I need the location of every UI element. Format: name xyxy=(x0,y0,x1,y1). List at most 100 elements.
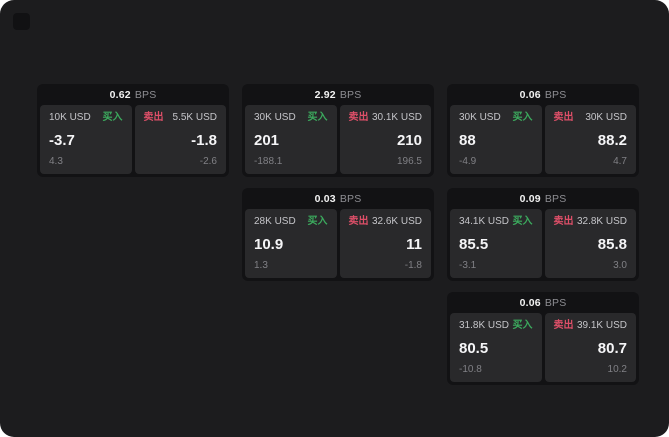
quote-card: 0.06 BPS 31.8K USD 买入 80.5 -10.8 卖出 39.1… xyxy=(447,292,639,385)
sell-panel-top: 卖出 30.1K USD xyxy=(349,112,423,124)
bps-unit-label: BPS xyxy=(339,192,362,205)
sell-amount-label: 32.8K USD xyxy=(576,216,627,227)
buy-sub-value: -10.8 xyxy=(459,364,482,375)
sell-sub-value: -1.8 xyxy=(404,260,422,271)
bps-value: 2.92 xyxy=(314,88,336,101)
sell-sub-value: 4.7 xyxy=(613,156,627,167)
buy-amount-label: 31.8K USD xyxy=(459,320,510,331)
sell-amount-label: 39.1K USD xyxy=(576,320,627,331)
sell-side-label: 卖出 xyxy=(553,216,574,227)
sell-sub-value: -2.6 xyxy=(199,156,217,167)
sell-panel[interactable]: 卖出 39.1K USD 80.7 10.2 xyxy=(544,313,636,382)
buy-main-value: 10.9 xyxy=(254,235,284,253)
buy-panel[interactable]: 34.1K USD 买入 85.5 -3.1 xyxy=(450,209,542,278)
buy-main-value: 85.5 xyxy=(459,235,489,253)
sell-main-value: 11 xyxy=(406,235,422,253)
sell-side-label: 卖出 xyxy=(553,320,574,331)
card-body: 34.1K USD 买入 85.5 -3.1 卖出 32.8K USD 85.8… xyxy=(447,209,639,281)
sell-amount-label: 5.5K USD xyxy=(172,112,217,123)
card-header: 0.06 BPS xyxy=(447,84,639,105)
sell-side-label: 卖出 xyxy=(348,216,369,227)
sell-amount-label: 32.6K USD xyxy=(371,216,422,227)
buy-panel-top: 10K USD 买入 xyxy=(49,112,123,124)
sell-sub-value: 10.2 xyxy=(607,364,627,375)
card-body: 31.8K USD 买入 80.5 -10.8 卖出 39.1K USD 80.… xyxy=(447,313,639,385)
bps-unit-label: BPS xyxy=(544,296,567,309)
buy-panel-top: 30K USD 买入 xyxy=(254,112,328,124)
app-logo-icon xyxy=(13,13,30,30)
buy-main-value: 80.5 xyxy=(459,339,489,357)
sell-panel[interactable]: 卖出 32.6K USD 11 -1.8 xyxy=(339,209,431,278)
sell-panel[interactable]: 卖出 32.8K USD 85.8 3.0 xyxy=(544,209,636,278)
buy-side-label: 买入 xyxy=(512,112,533,123)
buy-sub-value: -188.1 xyxy=(254,156,283,167)
quote-card: 0.09 BPS 34.1K USD 买入 85.5 -3.1 卖出 32.8K… xyxy=(447,188,639,281)
card-header: 2.92 BPS xyxy=(242,84,434,105)
buy-panel[interactable]: 30K USD 买入 88 -4.9 xyxy=(450,105,542,174)
buy-amount-label: 30K USD xyxy=(254,112,296,123)
bps-value: 0.06 xyxy=(519,88,541,101)
buy-main-value: 201 xyxy=(254,131,280,149)
sell-side-label: 卖出 xyxy=(553,112,574,123)
sell-main-value: 210 xyxy=(396,131,422,149)
sell-panel-top: 卖出 39.1K USD xyxy=(554,320,628,332)
sell-main-value: 80.7 xyxy=(597,339,627,357)
bps-unit-label: BPS xyxy=(134,88,157,101)
card-body: 30K USD 买入 201 -188.1 卖出 30.1K USD 210 1… xyxy=(242,105,434,177)
sell-sub-value: 3.0 xyxy=(613,260,627,271)
bps-unit-label: BPS xyxy=(544,192,567,205)
card-body: 10K USD 买入 -3.7 4.3 卖出 5.5K USD -1.8 -2.… xyxy=(37,105,229,177)
buy-amount-label: 10K USD xyxy=(49,112,91,123)
buy-side-label: 买入 xyxy=(512,320,533,331)
card-header: 0.06 BPS xyxy=(447,292,639,313)
sell-panel-top: 卖出 32.6K USD xyxy=(349,216,423,228)
bps-value: 0.06 xyxy=(519,296,541,309)
buy-side-label: 买入 xyxy=(102,112,123,123)
sell-panel-top: 卖出 5.5K USD xyxy=(144,112,218,124)
card-header: 0.03 BPS xyxy=(242,188,434,209)
sell-panel[interactable]: 卖出 5.5K USD -1.8 -2.6 xyxy=(134,105,226,174)
sell-amount-label: 30.1K USD xyxy=(371,112,422,123)
buy-panel[interactable]: 10K USD 买入 -3.7 4.3 xyxy=(40,105,132,174)
bps-unit-label: BPS xyxy=(339,88,362,101)
sell-main-value: 85.8 xyxy=(597,235,627,253)
card-body: 30K USD 买入 88 -4.9 卖出 30K USD 88.2 4.7 xyxy=(447,105,639,177)
sell-side-label: 卖出 xyxy=(348,112,369,123)
buy-main-value: -3.7 xyxy=(49,131,75,149)
card-body: 28K USD 买入 10.9 1.3 卖出 32.6K USD 11 -1.8 xyxy=(242,209,434,281)
quote-card: 0.03 BPS 28K USD 买入 10.9 1.3 卖出 32.6K US… xyxy=(242,188,434,281)
buy-amount-label: 28K USD xyxy=(254,216,296,227)
quote-card-grid: 0.62 BPS 10K USD 买入 -3.7 4.3 卖出 5.5K USD… xyxy=(37,84,639,385)
sell-main-value: 88.2 xyxy=(597,131,627,149)
buy-sub-value: -4.9 xyxy=(459,156,477,167)
buy-panel[interactable]: 28K USD 买入 10.9 1.3 xyxy=(245,209,337,278)
buy-main-value: 88 xyxy=(459,131,476,149)
buy-sub-value: 1.3 xyxy=(254,260,268,271)
bps-value: 0.62 xyxy=(109,88,131,101)
buy-panel-top: 31.8K USD 买入 xyxy=(459,320,533,332)
buy-panel[interactable]: 31.8K USD 买入 80.5 -10.8 xyxy=(450,313,542,382)
sell-sub-value: 196.5 xyxy=(396,156,422,167)
buy-panel-top: 34.1K USD 买入 xyxy=(459,216,533,228)
sell-panel-top: 卖出 32.8K USD xyxy=(554,216,628,228)
buy-side-label: 买入 xyxy=(307,112,328,123)
buy-sub-value: 4.3 xyxy=(49,156,63,167)
sell-side-label: 卖出 xyxy=(143,112,164,123)
buy-side-label: 买入 xyxy=(512,216,533,227)
buy-panel[interactable]: 30K USD 买入 201 -188.1 xyxy=(245,105,337,174)
sell-amount-label: 30K USD xyxy=(585,112,627,123)
buy-amount-label: 30K USD xyxy=(459,112,501,123)
bps-unit-label: BPS xyxy=(544,88,567,101)
sell-panel-top: 卖出 30K USD xyxy=(554,112,628,124)
bps-value: 0.09 xyxy=(519,192,541,205)
sell-panel[interactable]: 卖出 30.1K USD 210 196.5 xyxy=(339,105,431,174)
buy-panel-top: 30K USD 买入 xyxy=(459,112,533,124)
sell-main-value: -1.8 xyxy=(191,131,217,149)
sell-panel[interactable]: 卖出 30K USD 88.2 4.7 xyxy=(544,105,636,174)
buy-panel-top: 28K USD 买入 xyxy=(254,216,328,228)
card-header: 0.62 BPS xyxy=(37,84,229,105)
quote-card: 0.06 BPS 30K USD 买入 88 -4.9 卖出 30K USD 8… xyxy=(447,84,639,177)
buy-side-label: 买入 xyxy=(307,216,328,227)
card-header: 0.09 BPS xyxy=(447,188,639,209)
